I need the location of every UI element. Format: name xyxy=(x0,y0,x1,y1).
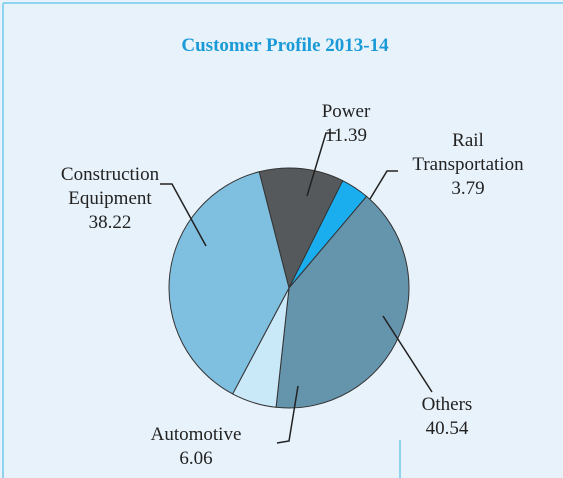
leader-line xyxy=(160,183,207,247)
pie-slice xyxy=(168,171,290,395)
slice-label: Construction Equipment xyxy=(61,164,160,209)
slice-value: 11.39 xyxy=(325,125,367,146)
chart-title: Customer Profile 2013-14 xyxy=(181,35,389,56)
pie-slice xyxy=(258,167,344,290)
slice-value: 6.06 xyxy=(179,448,212,469)
slice-value: 40.54 xyxy=(426,418,469,439)
pie-slice xyxy=(275,195,410,409)
slice-label: Others xyxy=(422,394,473,415)
slice-value: 3.79 xyxy=(451,178,484,199)
slice-label: Power xyxy=(322,101,371,122)
leader-line xyxy=(276,385,299,444)
leader-line xyxy=(369,170,398,200)
slice-label: Rail Transportation xyxy=(412,130,524,175)
leader-line xyxy=(306,132,336,197)
slice-label: Automotive xyxy=(151,424,242,445)
slice-value: 38.22 xyxy=(89,212,132,233)
leader-line xyxy=(382,315,433,393)
